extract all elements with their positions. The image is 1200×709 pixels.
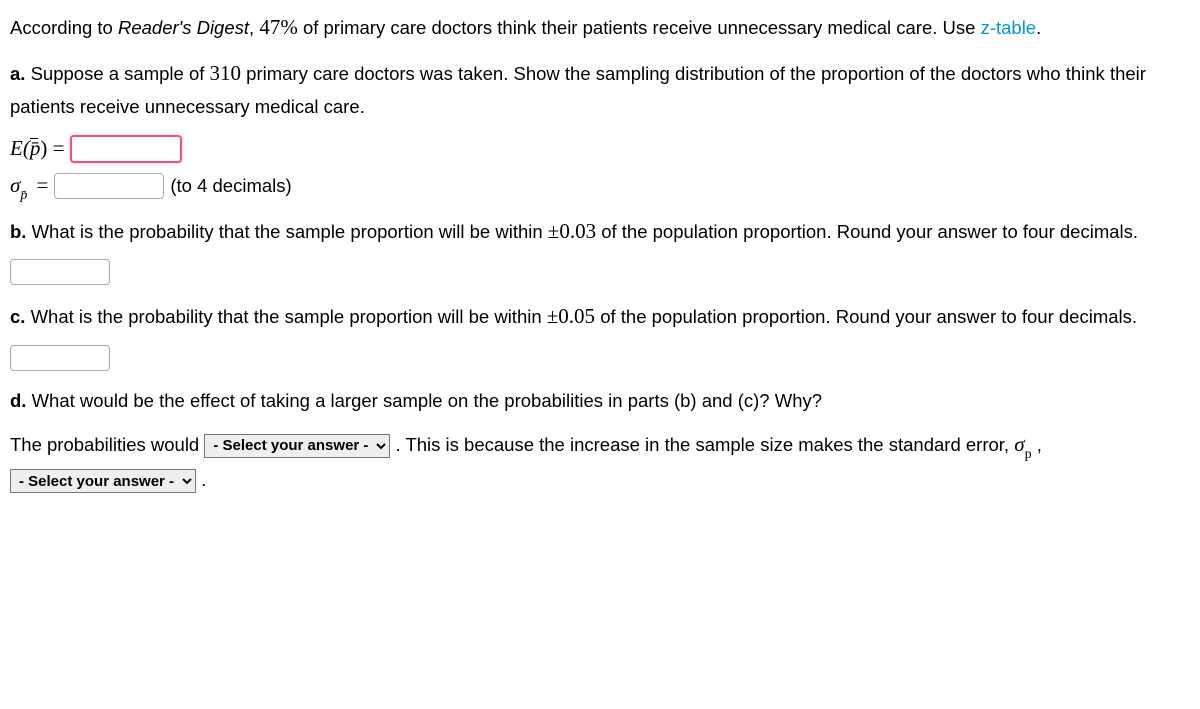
part-c-input[interactable] [10, 345, 110, 371]
sigma-input[interactable] [54, 173, 164, 199]
part-c-text: c. What is the probability that the samp… [10, 299, 1190, 335]
part-b-text2: of the population proportion. Round your… [596, 221, 1138, 242]
part-a-n: 310 [210, 61, 242, 85]
epbar-pre: E( [10, 136, 30, 160]
part-a-text1: Suppose a sample of [25, 63, 209, 84]
epbar-input[interactable] [70, 135, 182, 163]
part-c-label: c. [10, 306, 25, 327]
part-d-label: d. [10, 390, 26, 411]
intro-pre: According to [10, 17, 118, 38]
d-period: . [201, 469, 206, 490]
part-b-answer-row [10, 259, 1190, 285]
sigma-equals: = [37, 173, 49, 197]
part-c-answer-row [10, 345, 1190, 371]
d-sigma: σ [1014, 432, 1024, 456]
sigma-row: σp̄ = (to 4 decimals) [10, 170, 1190, 201]
p-bar-symbol: p̄ [30, 138, 41, 159]
epbar-row: E(p̄) = [10, 133, 1190, 164]
epbar-post: ) = [40, 136, 64, 160]
part-a-text: a. Suppose a sample of 310 primary care … [10, 56, 1190, 123]
part-c-text2: of the population proportion. Round your… [595, 306, 1137, 327]
d-sent1-post: . This is because the increase in the sa… [396, 434, 1015, 455]
d-select-2[interactable]: - Select your answer - [10, 469, 196, 493]
intro-post1: of primary care doctors think their pati… [298, 17, 981, 38]
intro-source: Reader's Digest [118, 17, 249, 38]
sigma-hint: (to 4 decimals) [170, 170, 291, 201]
part-b-label: b. [10, 221, 26, 242]
part-b-pm: ±0.03 [548, 219, 596, 243]
part-d-text1: What would be the effect of taking a lar… [26, 390, 822, 411]
d-sigma-sub: p [1025, 447, 1032, 462]
sigma-label: σp̄ = [10, 170, 48, 201]
part-b-input[interactable] [10, 259, 110, 285]
intro-post2: . [1036, 17, 1041, 38]
intro-pct: 47% [259, 15, 298, 39]
part-d-answer: The probabilities would - Select your an… [10, 427, 1190, 496]
intro-mid: , [249, 17, 259, 38]
d-select-1[interactable]: - Select your answer - [204, 434, 390, 458]
part-c-pm: ±0.05 [547, 304, 595, 328]
part-c-text1: What is the probability that the sample … [25, 306, 546, 327]
z-table-link[interactable]: z-table [981, 17, 1037, 38]
sigma-symbol: σ [10, 173, 20, 197]
intro-paragraph: According to Reader's Digest, 47% of pri… [10, 10, 1190, 46]
part-a-label: a. [10, 63, 25, 84]
part-d-text: d. What would be the effect of taking a … [10, 385, 1190, 416]
d-comma: , [1032, 434, 1042, 455]
epbar-label: E(p̄) = [10, 133, 64, 164]
d-sent1-pre: The probabilities would [10, 434, 204, 455]
sigma-sub-pbar: p̄ [20, 188, 27, 203]
part-b-text1: What is the probability that the sample … [26, 221, 547, 242]
part-b-text: b. What is the probability that the samp… [10, 214, 1190, 250]
